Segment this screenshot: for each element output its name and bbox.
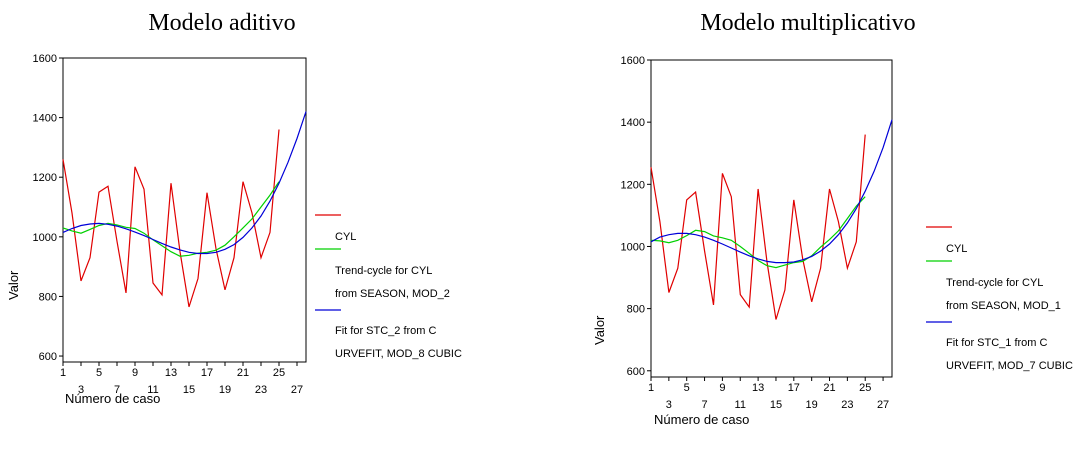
legend-label: URVEFIT, MOD_7 CUBIC xyxy=(946,360,1073,372)
x-tick-label: 17 xyxy=(201,367,213,379)
y-tick-label: 1400 xyxy=(33,113,57,125)
x-tick-label: 1 xyxy=(60,367,66,379)
x-tick-label: 5 xyxy=(684,382,690,394)
y-tick-label: 1600 xyxy=(33,53,57,65)
plot-frame xyxy=(63,58,306,362)
y-tick-label: 600 xyxy=(627,366,645,378)
x-tick-label: 9 xyxy=(132,367,138,379)
legend-label: Fit for STC_2 from C xyxy=(335,325,437,337)
x-tick-label: 19 xyxy=(219,384,231,396)
x-tick-label: 21 xyxy=(237,367,249,379)
y-tick-label: 1600 xyxy=(621,55,645,67)
x-tick-label: 21 xyxy=(823,382,835,394)
x-tick-label: 17 xyxy=(788,382,800,394)
x-tick-label: 19 xyxy=(806,399,818,411)
y-tick-label: 1400 xyxy=(621,117,645,129)
y-tick-label: 1200 xyxy=(621,179,645,191)
y-axis-label: Valor xyxy=(6,270,21,300)
legend-label: from SEASON, MOD_1 xyxy=(946,300,1061,312)
y-tick-label: 800 xyxy=(627,304,645,316)
x-tick-label: 3 xyxy=(666,399,672,411)
x-tick-label: 25 xyxy=(859,382,871,394)
legend-label: Fit for STC_1 from C xyxy=(946,337,1048,349)
plot-frame xyxy=(651,60,892,377)
y-tick-label: 600 xyxy=(39,351,57,363)
legend-label: Trend-cycle for CYL xyxy=(335,265,432,277)
chart-title: Modelo multiplicativo xyxy=(700,10,915,36)
y-axis-label: Valor xyxy=(592,315,607,345)
x-tick-label: 23 xyxy=(255,384,267,396)
x-tick-label: 5 xyxy=(96,367,102,379)
legend-label: Trend-cycle for CYL xyxy=(946,277,1043,289)
x-tick-label: 9 xyxy=(719,382,725,394)
series-line-1 xyxy=(63,130,279,307)
legend-label: CYL xyxy=(946,243,967,255)
series-line-1 xyxy=(651,135,865,320)
x-tick-label: 11 xyxy=(735,399,746,411)
chart-2: Modelo multiplicativo 600 800 1000 1200 1400 1… xyxy=(592,10,1073,427)
y-tick-label: 800 xyxy=(39,291,57,303)
x-axis-label: Número de caso xyxy=(654,412,749,427)
legend-label: URVEFIT, MOD_8 CUBIC xyxy=(335,348,462,360)
x-tick-label: 1 xyxy=(648,382,654,394)
y-tick-label: 1200 xyxy=(33,172,57,184)
x-tick-label: 23 xyxy=(841,399,853,411)
x-axis-label: Número de caso xyxy=(65,391,160,406)
x-tick-label: 13 xyxy=(165,367,177,379)
x-tick-label: 7 xyxy=(701,399,707,411)
x-tick-label: 13 xyxy=(752,382,764,394)
x-tick-label: 15 xyxy=(183,384,195,396)
x-tick-label: 27 xyxy=(877,399,889,411)
series-line-2 xyxy=(651,197,865,268)
legend-label: from SEASON, MOD_2 xyxy=(335,288,450,300)
y-tick-label: 1000 xyxy=(621,241,645,253)
x-tick-label: 27 xyxy=(291,384,303,396)
y-tick-label: 1000 xyxy=(33,232,57,244)
x-tick-label: 25 xyxy=(273,367,285,379)
x-tick-label: 15 xyxy=(770,399,782,411)
chart-title: Modelo aditivo xyxy=(148,10,295,36)
legend-label: CYL xyxy=(335,231,356,243)
